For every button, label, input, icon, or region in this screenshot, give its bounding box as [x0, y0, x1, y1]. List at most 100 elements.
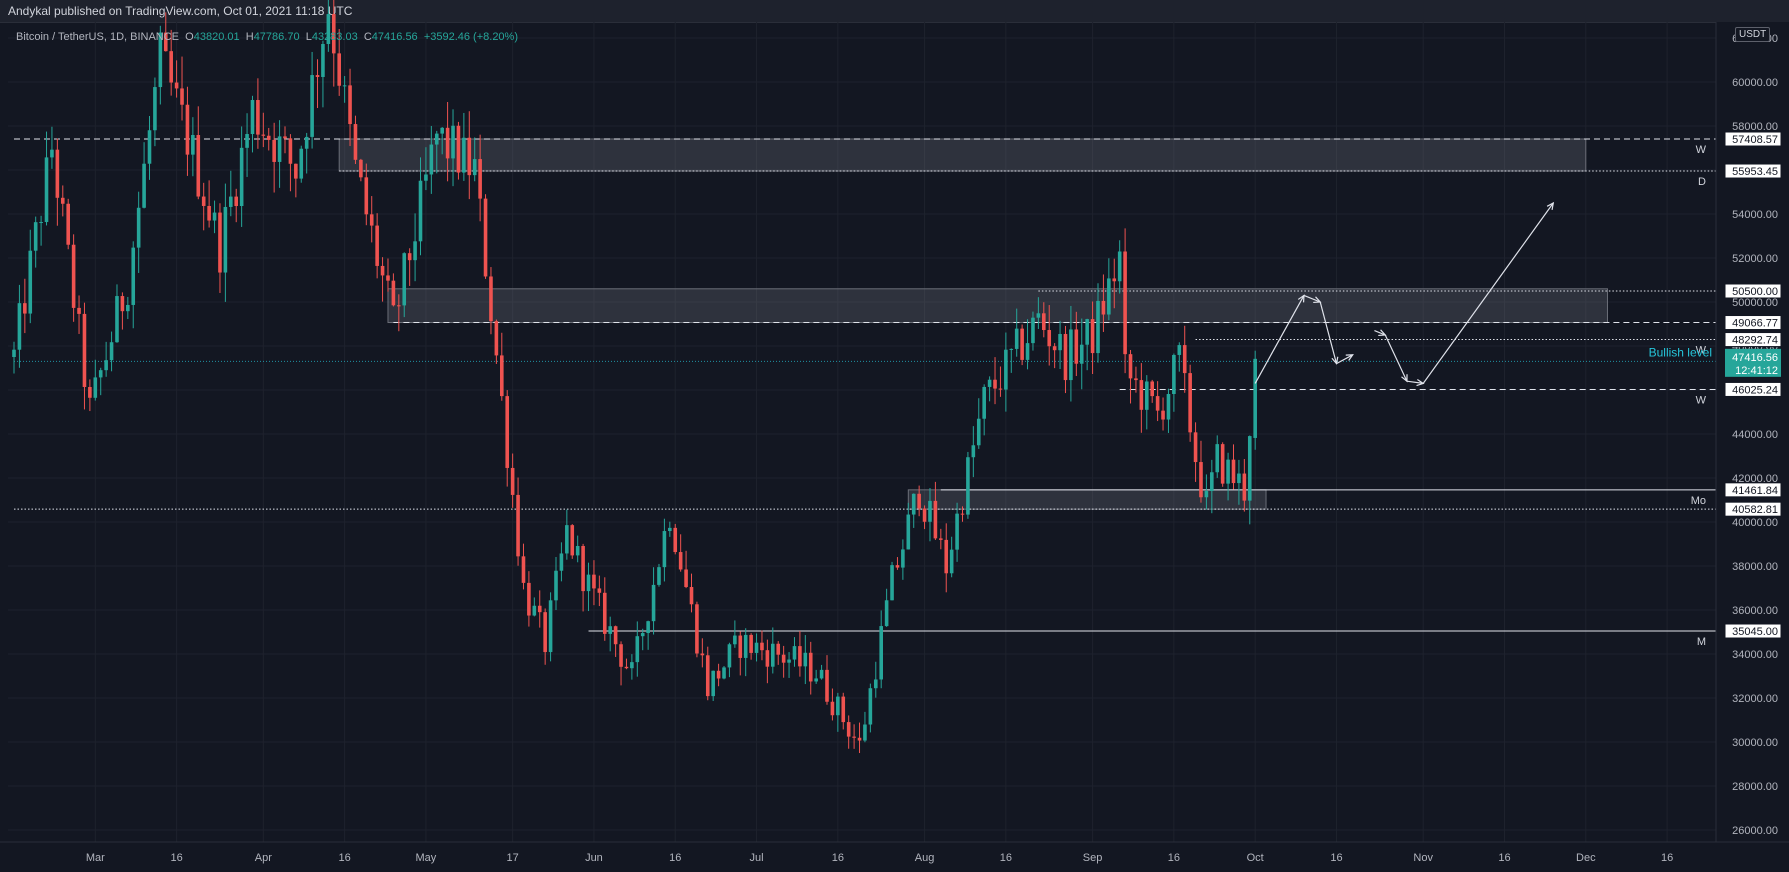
price-axis: 26000.00 28000.00 30000.00 32000.00 34000.00…: [1715, 22, 1789, 842]
time-tick-label: 16: [1330, 852, 1342, 864]
candle-body: [716, 670, 721, 679]
candle-body: [1161, 410, 1165, 420]
candle-body: [489, 276, 493, 322]
candle-body: [1009, 348, 1014, 350]
candle-body: [1199, 462, 1203, 498]
candle-body: [700, 653, 705, 656]
candle-body: [792, 646, 797, 660]
level-price-tag: 41461.84: [1732, 485, 1778, 497]
candle-body: [402, 253, 407, 306]
candle-body: [147, 130, 152, 164]
candle-body: [310, 75, 314, 137]
candle-body: [1172, 354, 1176, 394]
time-tick-label: Nov: [1413, 852, 1433, 864]
time-tick-label: 16: [1000, 852, 1012, 864]
price-tick-label: 52000.00: [1732, 253, 1778, 265]
price-tick-label: 28000.00: [1732, 781, 1778, 793]
candle-body: [1047, 330, 1052, 347]
candle-body: [315, 75, 320, 77]
candle-body: [586, 574, 591, 592]
time-tick-label: 16: [338, 852, 350, 864]
projection-arrow: [1319, 301, 1338, 364]
candle-body: [77, 307, 81, 314]
candle-body: [884, 600, 889, 627]
symbol-name: Bitcoin / TetherUS, 1D, BINANCE: [16, 31, 180, 43]
candle-body: [689, 587, 694, 605]
candle-body: [1123, 251, 1127, 355]
time-axis: Mar 16 Apr 16 May 17 Jun 16 Jul 16 Aug 16 Sep 16 Oct 16…: [0, 841, 1789, 872]
bullish-level-label: Bullish level: [1649, 345, 1712, 359]
candle-body: [407, 253, 412, 261]
candle-body: [472, 159, 477, 176]
candle-body: [554, 570, 558, 601]
candle-body: [456, 125, 461, 173]
candle-body: [624, 666, 629, 669]
candle-body: [917, 493, 921, 509]
candle-body: [857, 737, 862, 741]
candle-body: [12, 349, 16, 357]
candle-body: [1144, 381, 1149, 410]
candle-body: [597, 588, 602, 593]
projection-path: [1254, 201, 1555, 387]
price-levels: W D W W Mo M Bullish level: [14, 138, 1716, 648]
level-price-tag: 57408.57: [1732, 134, 1778, 146]
candle-body: [467, 137, 472, 176]
candle-body: [819, 669, 824, 679]
close-label: C: [363, 31, 372, 43]
candle-body: [537, 605, 542, 613]
level-price-tag-bg: [1724, 315, 1782, 331]
candle-body: [901, 549, 905, 568]
time-tick-label: Dec: [1576, 852, 1596, 864]
candle-body: [657, 567, 661, 585]
candle-body: [863, 724, 867, 741]
candle-body: [104, 360, 108, 371]
candle-body: [922, 508, 927, 522]
grid: [8, 22, 1716, 842]
candle-body: [364, 177, 369, 215]
currency-button[interactable]: USDT: [1735, 27, 1771, 42]
candle-body: [82, 313, 87, 387]
candle-body: [153, 87, 157, 131]
candle-body: [722, 667, 726, 679]
candle-body: [245, 134, 249, 148]
candle-body: [911, 493, 916, 515]
candle-body: [304, 136, 309, 149]
candle-body: [1220, 444, 1225, 484]
candle-body: [1247, 436, 1252, 501]
candle-body: [348, 85, 352, 125]
candle-body: [33, 222, 38, 251]
time-tick-label: 16: [832, 852, 844, 864]
level-tag: Mo: [1691, 495, 1706, 507]
price-tick-label: 44000.00: [1732, 429, 1778, 441]
candle-body: [949, 549, 954, 574]
level-tag: W: [1696, 144, 1707, 156]
time-tick-label: 17: [507, 852, 519, 864]
candle-body: [890, 565, 894, 601]
candle-body: [678, 552, 683, 570]
candle-body: [337, 53, 341, 86]
candle-body: [532, 605, 537, 616]
candle-body: [982, 386, 986, 419]
candle-body: [229, 196, 233, 207]
projection-arrowhead: [1546, 201, 1555, 210]
candle-body: [191, 135, 195, 155]
candle-body: [873, 679, 878, 689]
candle-body: [1166, 393, 1171, 420]
candle-body: [483, 198, 488, 277]
candle-body: [1237, 473, 1241, 484]
candle-body: [619, 644, 623, 667]
candle-body: [44, 157, 49, 223]
candle-body: [635, 636, 640, 663]
candle-body: [250, 100, 255, 135]
candle-body: [272, 139, 276, 162]
candle-body: [185, 104, 190, 155]
candle-body: [391, 280, 396, 306]
candle-body: [516, 494, 520, 557]
candle-body: [776, 643, 781, 655]
candle-body: [451, 125, 455, 159]
candle-body: [608, 626, 612, 634]
candle-body: [1117, 251, 1122, 282]
time-tick-label: 16: [170, 852, 182, 864]
candle-body: [695, 604, 699, 654]
